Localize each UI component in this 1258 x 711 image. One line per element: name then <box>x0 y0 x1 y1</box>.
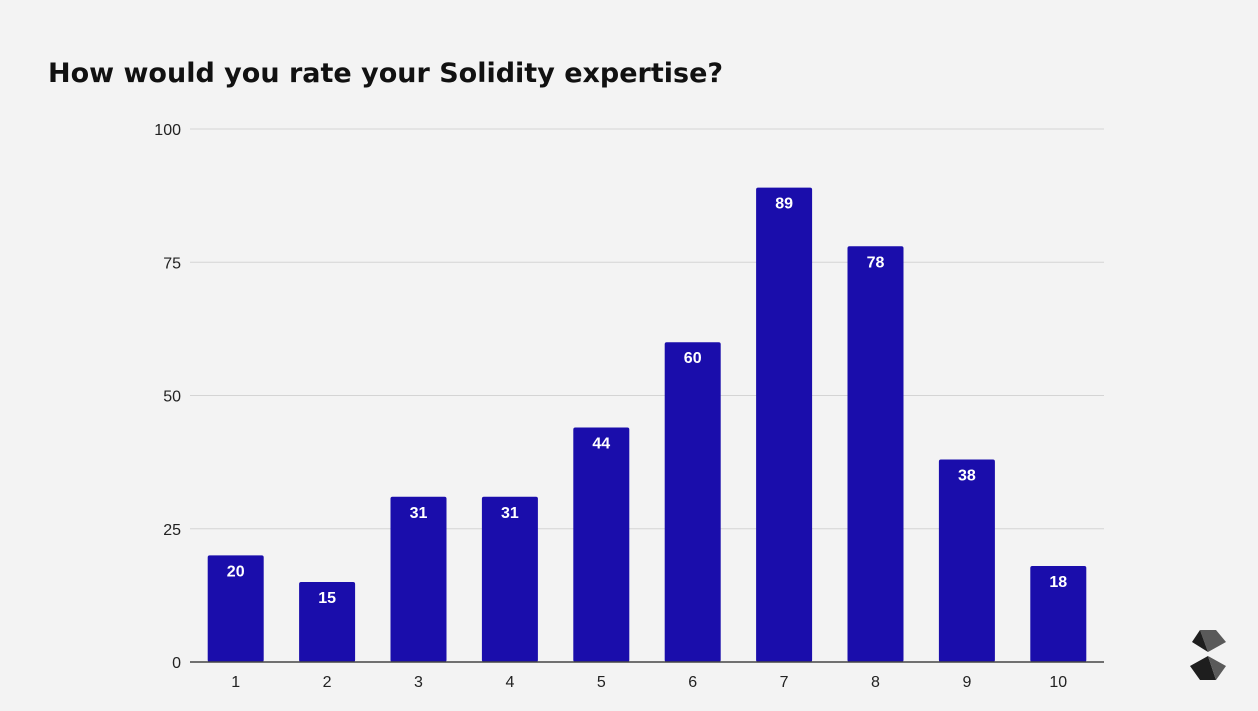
x-tick-label: 8 <box>871 674 880 691</box>
bar-1 <box>207 555 264 662</box>
bar-value-label: 20 <box>227 563 245 580</box>
x-tick-label: 5 <box>597 674 606 691</box>
y-tick-label: 0 <box>172 655 181 672</box>
x-tick-label: 1 <box>231 674 240 691</box>
y-tick-label: 50 <box>163 389 181 406</box>
x-tick-label: 6 <box>688 674 697 691</box>
bar-value-label: 60 <box>684 350 702 367</box>
bar-3 <box>390 496 447 662</box>
bar-6 <box>664 342 721 662</box>
bar-4 <box>481 496 538 662</box>
bar-7 <box>756 187 813 662</box>
chart-title: How would you rate your Solidity experti… <box>48 58 724 89</box>
bar-8 <box>847 246 904 662</box>
y-tick-label: 25 <box>163 522 181 539</box>
bar-9 <box>938 459 995 662</box>
x-tick-label: 9 <box>962 674 971 691</box>
bar-value-label: 78 <box>867 254 885 271</box>
bars <box>207 187 1087 662</box>
x-tick-label: 7 <box>780 674 789 691</box>
y-tick-label: 75 <box>163 255 181 272</box>
bar-value-label: 44 <box>592 435 610 452</box>
solidity-logo-icon <box>1190 630 1226 680</box>
bar-value-label: 18 <box>1049 574 1067 591</box>
bar-10 <box>1030 566 1087 662</box>
bar-value-label: 38 <box>958 467 976 484</box>
bar-value-label: 89 <box>775 196 793 213</box>
bar-value-label: 31 <box>410 505 428 522</box>
x-tick-label: 2 <box>323 674 332 691</box>
bar-value-label: 31 <box>501 505 519 522</box>
bar-2 <box>299 582 356 662</box>
y-tick-label: 100 <box>154 122 181 139</box>
bar-value-label: 15 <box>318 590 336 607</box>
x-tick-label: 10 <box>1049 674 1067 691</box>
x-tick-label: 4 <box>505 674 514 691</box>
bar-5 <box>573 427 630 662</box>
x-tick-label: 3 <box>414 674 423 691</box>
labels: 0255075100201152313314445606897788389181… <box>154 122 1067 691</box>
